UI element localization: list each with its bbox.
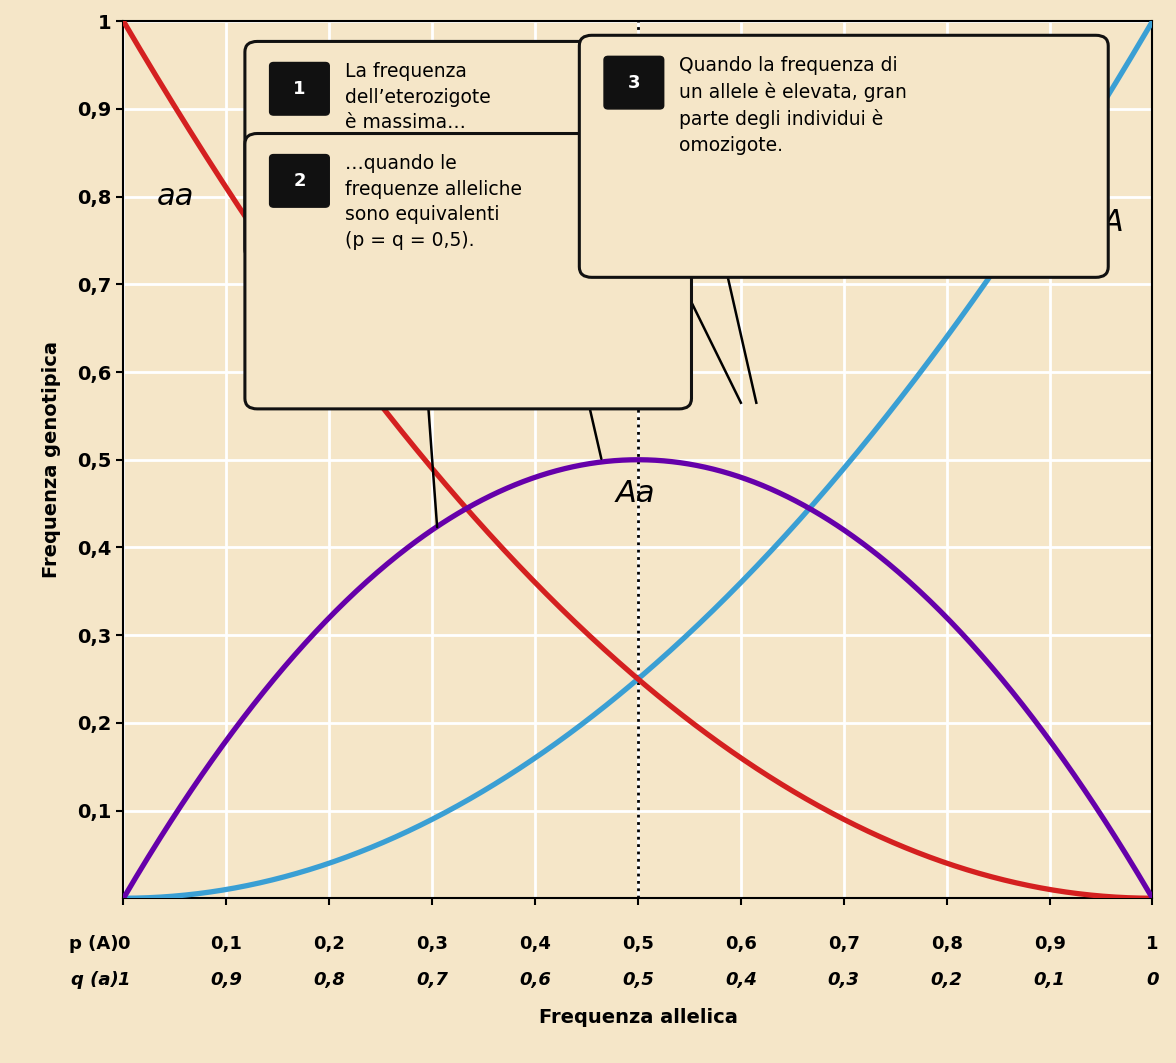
- Text: 3: 3: [628, 73, 640, 91]
- Text: 0,1: 0,1: [211, 935, 242, 952]
- Text: La frequenza
dell’eterozigote
è massima…: La frequenza dell’eterozigote è massima…: [345, 62, 490, 132]
- Text: 1: 1: [118, 972, 129, 989]
- Text: 0,2: 0,2: [313, 935, 346, 952]
- Text: 2: 2: [293, 172, 306, 190]
- Text: 1: 1: [293, 80, 306, 98]
- Text: 0: 0: [118, 935, 129, 952]
- Text: 1: 1: [1147, 935, 1158, 952]
- Text: 0,6: 0,6: [519, 972, 552, 989]
- Text: 0,8: 0,8: [313, 972, 346, 989]
- Text: 0,2: 0,2: [930, 972, 963, 989]
- Text: p (A): p (A): [69, 935, 119, 952]
- FancyBboxPatch shape: [580, 35, 1108, 277]
- Text: 0,3: 0,3: [828, 972, 860, 989]
- Text: Quando la frequenza di
un allele è elevata, gran
parte degli individui è
omozigo: Quando la frequenza di un allele è eleva…: [680, 55, 907, 155]
- Text: 0,7: 0,7: [416, 972, 448, 989]
- Text: 0,7: 0,7: [828, 935, 860, 952]
- Text: 0: 0: [1147, 972, 1158, 989]
- Text: 0,9: 0,9: [211, 972, 242, 989]
- Text: 0,8: 0,8: [930, 935, 963, 952]
- FancyBboxPatch shape: [269, 154, 329, 207]
- Y-axis label: Frequenza genotipica: Frequenza genotipica: [41, 341, 61, 578]
- FancyBboxPatch shape: [604, 56, 663, 109]
- Text: aa: aa: [156, 182, 194, 212]
- Text: Frequenza allelica: Frequenza allelica: [539, 1008, 737, 1027]
- Text: 0,1: 0,1: [1034, 972, 1065, 989]
- Text: 0,3: 0,3: [416, 935, 448, 952]
- Text: 0,9: 0,9: [1034, 935, 1065, 952]
- Text: …quando le
frequenze alleliche
sono equivalenti
(p = q = 0,5).: …quando le frequenze alleliche sono equi…: [345, 154, 522, 250]
- Text: q (a): q (a): [71, 972, 119, 989]
- Text: 0,5: 0,5: [622, 935, 654, 952]
- FancyBboxPatch shape: [269, 63, 329, 115]
- Text: AA: AA: [1082, 208, 1124, 237]
- FancyBboxPatch shape: [245, 41, 635, 259]
- Text: 0,6: 0,6: [724, 935, 757, 952]
- Text: Aa: Aa: [615, 478, 655, 507]
- Text: 0,4: 0,4: [724, 972, 757, 989]
- FancyBboxPatch shape: [245, 134, 691, 409]
- Text: 0,5: 0,5: [622, 972, 654, 989]
- Text: 0,4: 0,4: [519, 935, 552, 952]
